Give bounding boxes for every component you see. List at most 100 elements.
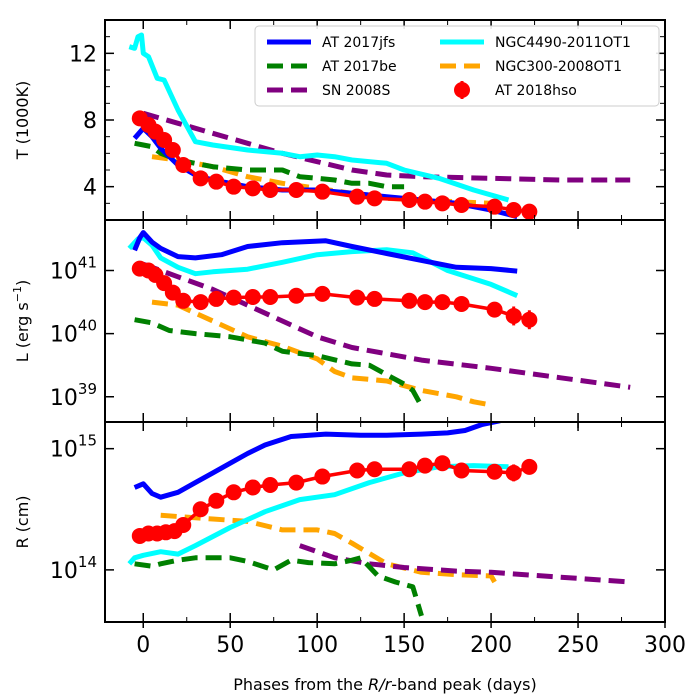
y-tick-label: 1014: [50, 553, 97, 584]
data-point-at-2018hso: [314, 468, 331, 485]
data-point-at-2018hso: [505, 307, 522, 324]
data-point-at-2018hso: [262, 182, 279, 198]
x-tick-label: 100: [296, 633, 338, 658]
data-point-at-2018hso: [486, 301, 503, 318]
data-point-at-2018hso: [417, 457, 433, 474]
data-point-at-2018hso: [208, 173, 225, 190]
data-point-at-2018hso: [434, 455, 451, 472]
data-point-at-2018hso: [434, 294, 451, 311]
data-point-at-2018hso: [366, 190, 383, 207]
data-point-at-2018hso: [417, 193, 433, 210]
x-axis-label-post: -band peak (days): [391, 675, 537, 694]
data-point-at-2018hso: [366, 290, 383, 307]
legend-label: NGC4490-2011OT1: [495, 35, 631, 51]
legend: AT 2017jfs AT 2017be SN 2008S NGC4490-2011O…: [254, 25, 660, 107]
data-point-at-2018hso: [453, 197, 470, 213]
series-line-ngc4490-2011ot1: [128, 32, 510, 203]
y-tick-label: 1041: [50, 254, 97, 285]
x-tick-label: 50: [216, 633, 244, 658]
data-point-at-2018hso: [401, 192, 418, 208]
panel-temperature-series: [128, 32, 631, 220]
data-point-at-2018hso: [366, 461, 383, 478]
y-tick-label: 1039: [50, 380, 97, 411]
data-point-at-2018hso: [505, 202, 522, 218]
data-point-at-2018hso: [505, 464, 522, 481]
series-line-at-2017be: [134, 140, 405, 190]
data-point-at-2018hso: [225, 484, 242, 501]
y-tick-label: 1015: [50, 432, 97, 463]
y-tick-label: 8: [83, 109, 97, 134]
y-axis-label-radius: R (cm): [13, 495, 32, 548]
data-point-at-2018hso: [288, 474, 305, 491]
series-line-at-2017be: [134, 317, 424, 408]
panel-luminosity-series: [127, 230, 631, 408]
data-point-at-2018hso: [417, 294, 433, 311]
data-point-at-2018hso: [208, 492, 225, 509]
legend-label: AT 2017jfs: [322, 35, 395, 51]
x-tick-label: 300: [644, 633, 686, 658]
series-line-at-2018hso: [139, 461, 530, 538]
data-point-at-2018hso: [288, 182, 305, 198]
data-point-at-2018hso: [175, 292, 192, 309]
series-line-at-2017jfs: [133, 422, 504, 500]
series-line-ngc300-2008ot1: [151, 299, 492, 408]
legend-entry-at-2018hso: AT 2018hso: [454, 81, 577, 99]
legend-box: [254, 25, 660, 107]
x-tick-label: 250: [557, 633, 599, 658]
legend-label: SN 2008S: [322, 83, 390, 99]
data-point-at-2018hso: [288, 287, 305, 304]
y-axis-label-temperature: T (1000K): [13, 81, 32, 161]
legend-label: AT 2017be: [322, 59, 397, 75]
data-point-at-2018hso: [401, 292, 418, 309]
x-tick-label: 200: [470, 633, 512, 658]
series-line-sn-2008s: [298, 543, 631, 585]
legend-label: NGC300-2008OT1: [495, 59, 622, 75]
data-point-at-2018hso: [192, 294, 209, 311]
legend-entry-ngc4490-2011ot1: NGC4490-2011OT1: [440, 35, 631, 51]
data-point-at-2018hso: [486, 198, 503, 215]
y-tick-label: 4: [83, 176, 97, 201]
data-point-at-2018hso: [314, 285, 331, 302]
legend-label: AT 2018hso: [495, 83, 577, 99]
data-point-at-2018hso: [521, 311, 538, 328]
data-point-at-2018hso: [453, 295, 470, 312]
data-point-at-2018hso: [192, 170, 209, 187]
legend-entry-sn-2008s: SN 2008S: [267, 83, 390, 99]
x-tick-label: 150: [383, 633, 425, 658]
data-point-at-2018hso: [175, 157, 192, 173]
data-point-at-2018hso: [434, 195, 451, 212]
data-point-at-2018hso: [192, 501, 209, 518]
data-point-at-2018hso: [262, 289, 279, 306]
legend-entry-at-2017be: AT 2017be: [267, 59, 397, 75]
data-point-at-2018hso: [244, 180, 261, 197]
data-point-at-2018hso: [164, 142, 181, 158]
data-point-at-2018hso: [349, 289, 366, 306]
panels: 4 8 12 T (1000K) 1039 1040 1041 L (erg s−1) 1014…: [11, 19, 686, 658]
data-point-at-2018hso: [208, 290, 225, 307]
x-tick-label: 0: [136, 633, 150, 658]
data-point-at-2018hso: [314, 183, 331, 200]
y-tick-label: 1040: [50, 317, 97, 348]
data-point-at-2018hso: [521, 458, 538, 475]
series-line-sn-2008s: [142, 261, 631, 390]
panel-radius-series: [127, 422, 631, 617]
data-point-at-2018hso: [175, 517, 192, 534]
data-point-at-2018hso: [244, 289, 261, 306]
data-point-at-2018hso: [453, 462, 470, 479]
legend-entry-at-2017jfs: AT 2017jfs: [267, 35, 395, 51]
series-line-at-2017be: [134, 555, 424, 617]
y-tick-label: 12: [69, 42, 97, 67]
data-point-at-2018hso: [225, 178, 242, 195]
data-point-at-2018hso: [349, 188, 366, 205]
x-axis-label: Phases from the R/r-band peak (days): [233, 675, 536, 694]
data-point-at-2018hso: [225, 289, 242, 306]
panel-luminosity: 1039 1040 1041 L (erg s−1): [11, 219, 666, 428]
x-axis-label-pre: Phases from the: [233, 675, 368, 694]
data-point-at-2018hso: [244, 479, 261, 496]
x-axis-label-band: R/r: [368, 675, 393, 694]
data-point-at-2018hso: [349, 462, 366, 479]
panel-frame: [104, 421, 666, 623]
data-point-at-2018hso: [401, 461, 418, 478]
data-point-at-2018hso: [521, 203, 538, 220]
